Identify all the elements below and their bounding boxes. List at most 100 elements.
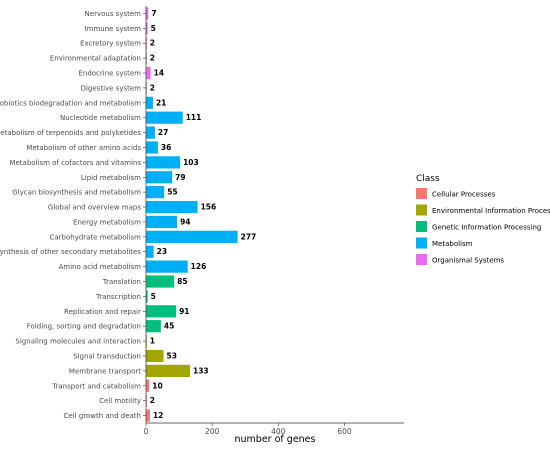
category-label: Membrane transport <box>69 367 141 375</box>
value-label: 36 <box>161 143 171 152</box>
value-label: 2 <box>150 83 155 92</box>
value-label: 94 <box>180 217 190 226</box>
bar <box>146 96 153 109</box>
value-label: 5 <box>151 24 156 33</box>
legend-swatch <box>416 221 427 232</box>
bar <box>146 111 183 124</box>
legend-swatch <box>416 188 427 199</box>
category-label: Nucleotide metabolism <box>60 114 141 122</box>
category-label: Environmental adaptation <box>50 55 141 63</box>
x-tick-label: 200 <box>205 427 220 436</box>
category-label: Replication and repair <box>64 308 141 316</box>
value-label: 2 <box>150 54 155 63</box>
category-label: Transcription <box>95 293 141 301</box>
category-label: Amino acid metabolism <box>59 263 142 271</box>
value-label: 277 <box>241 232 257 241</box>
bar <box>146 200 198 214</box>
value-label: 53 <box>167 351 177 360</box>
value-label: 55 <box>167 188 177 197</box>
category-label: Endocrine system <box>78 70 141 78</box>
bar <box>146 66 151 80</box>
category-label: Transport and catabolism <box>51 382 141 390</box>
legend-title: Class <box>416 174 440 184</box>
category-label: Biosynthesis of other secondary metaboli… <box>0 248 141 256</box>
bar <box>146 37 147 50</box>
category-label: Excretory system <box>80 40 141 48</box>
value-label: 133 <box>193 366 209 375</box>
bar <box>146 379 150 392</box>
value-label: 103 <box>183 158 199 167</box>
value-label: 27 <box>158 128 168 137</box>
bar <box>146 230 238 243</box>
category-label: Lipid metabolism <box>81 174 141 182</box>
legend-swatch <box>416 204 427 216</box>
value-label: 2 <box>150 396 155 405</box>
axes: 0 200 400 600 <box>143 6 404 436</box>
bar <box>146 409 150 422</box>
category-label: Digestive system <box>81 84 142 92</box>
value-label: 10 <box>152 381 162 390</box>
bar <box>146 171 173 184</box>
bar <box>146 245 154 258</box>
legend-label: Environmental Information Processing <box>432 207 550 215</box>
bar <box>146 186 165 199</box>
category-label: Signal transduction <box>73 352 141 360</box>
category-label: Global and overview maps <box>48 204 141 212</box>
category-label: Signaling molecules and interaction <box>15 338 141 346</box>
value-label: 126 <box>191 262 207 271</box>
bar <box>146 156 181 169</box>
bar <box>146 394 147 407</box>
value-labels: 7522142211112736103795515694277231268559… <box>150 9 256 420</box>
category-label: Translation <box>102 278 141 286</box>
bar <box>146 7 149 20</box>
value-label: 14 <box>154 69 164 78</box>
bar <box>146 81 147 95</box>
category-label: Metabolism of other amino acids <box>26 144 141 152</box>
legend-label: Metabolism <box>432 240 473 248</box>
bar <box>146 305 177 318</box>
category-label: Metabolism of cofactors and vitamins <box>9 159 141 167</box>
category-label: Immune system <box>85 25 142 33</box>
x-tick-label: 0 <box>144 427 149 436</box>
value-label: 156 <box>201 203 217 212</box>
category-label: Energy metabolism <box>73 218 141 226</box>
legend-swatch <box>416 254 427 265</box>
value-label: 2 <box>150 39 155 48</box>
bars <box>146 7 238 422</box>
category-label: Xenobiotics biodegradation and metabolis… <box>0 99 141 107</box>
category-label: Metabolism of terpenoids and polyketides <box>0 129 141 137</box>
category-label: Folding, sorting and degradation <box>27 323 141 331</box>
bar <box>146 52 147 65</box>
bar <box>146 334 147 348</box>
legend: Class Cellular Processes Environmental In… <box>416 174 550 265</box>
legend-label: Organismal Systems <box>432 256 504 264</box>
bar <box>146 290 148 303</box>
bar <box>146 215 178 229</box>
bar <box>146 260 188 273</box>
value-label: 91 <box>179 307 189 316</box>
value-label: 1 <box>150 337 155 346</box>
bar <box>146 141 158 154</box>
category-label: Nervous system <box>85 10 142 18</box>
category-label: Cell growth and death <box>63 412 141 420</box>
bar <box>146 349 164 363</box>
category-labels: Nervous system Immune system Excretory sys… <box>0 10 141 420</box>
value-label: 45 <box>164 322 174 331</box>
category-label: Carbohydrate metabolism <box>50 233 142 241</box>
category-label: Glycan biosynthesis and metabolism <box>12 189 141 197</box>
legend-label: Cellular Processes <box>432 190 496 198</box>
value-label: 111 <box>186 113 202 122</box>
value-label: 85 <box>177 277 187 286</box>
value-label: 5 <box>151 292 156 301</box>
value-label: 23 <box>157 247 167 256</box>
bar <box>146 364 190 377</box>
legend-label: Genetic Information Processing <box>432 223 541 231</box>
bar <box>146 126 155 139</box>
value-label: 21 <box>156 98 166 107</box>
bar <box>146 320 161 333</box>
bar <box>146 22 148 35</box>
x-tick-label: 400 <box>271 427 286 436</box>
value-label: 7 <box>151 9 156 18</box>
category-label: Cell motility <box>99 397 141 405</box>
